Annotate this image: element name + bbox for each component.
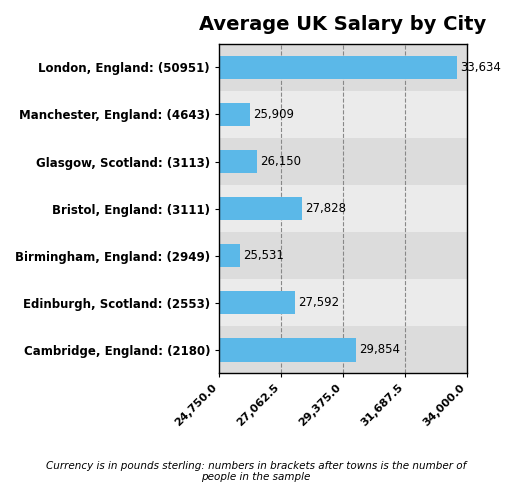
Bar [219, 279, 466, 326]
Bar [219, 185, 466, 232]
Bar [219, 291, 295, 315]
Text: 26,150: 26,150 [260, 155, 301, 168]
Text: 25,531: 25,531 [243, 249, 284, 262]
Bar [219, 150, 257, 173]
Text: Currency is in pounds sterling: numbers in brackets after towns is the number of: Currency is in pounds sterling: numbers … [46, 461, 466, 482]
Bar [219, 56, 457, 79]
Bar [219, 326, 466, 373]
Bar [219, 138, 466, 185]
Bar [219, 338, 356, 361]
Bar [219, 103, 250, 126]
Text: 27,592: 27,592 [298, 296, 339, 309]
Text: 25,909: 25,909 [253, 108, 294, 121]
Text: 29,854: 29,854 [359, 343, 400, 356]
Title: Average UK Salary by City: Average UK Salary by City [199, 15, 486, 34]
Bar [219, 44, 466, 91]
Bar [219, 197, 302, 220]
Bar [219, 91, 466, 138]
Text: 27,828: 27,828 [305, 202, 346, 215]
Bar [219, 244, 240, 267]
Text: 33,634: 33,634 [460, 61, 501, 74]
Bar [219, 232, 466, 279]
